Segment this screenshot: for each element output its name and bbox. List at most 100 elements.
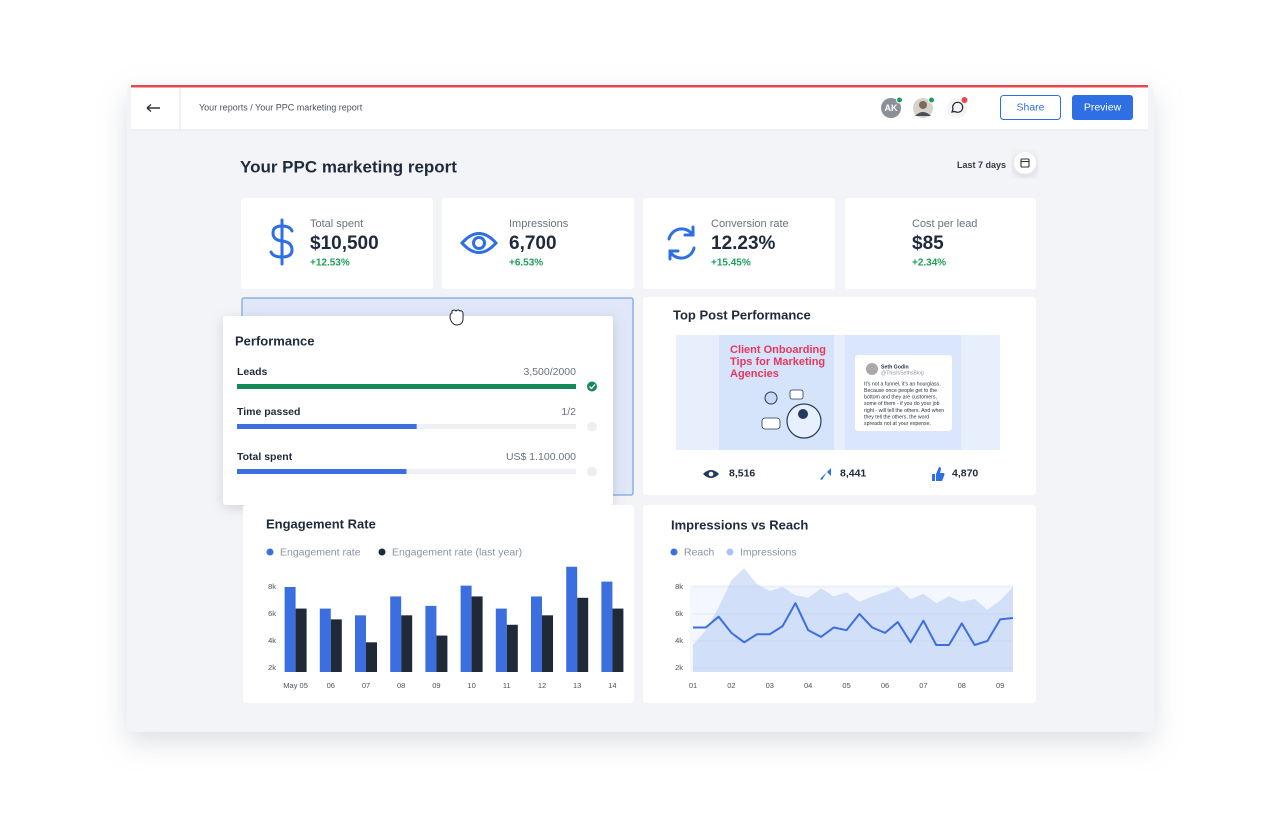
refresh-icon [667, 225, 696, 261]
kpi-value: 12.23% [711, 233, 776, 254]
performance-card[interactable] [223, 316, 613, 505]
eye-icon [459, 232, 499, 254]
preview-button[interactable] [1072, 95, 1133, 120]
x-tick-label: 02 [727, 681, 735, 690]
quote-avatar [866, 363, 878, 375]
status-icon [587, 466, 597, 477]
kpi-card [442, 198, 634, 289]
image-title: Client Onboarding [730, 344, 826, 356]
x-tick-label: 04 [804, 681, 812, 690]
comments-button[interactable] [947, 98, 967, 118]
image-title: Tips for Marketing [730, 356, 825, 368]
performance-title: Performance [235, 333, 314, 348]
kpi-card [845, 198, 1036, 289]
kpi-value: $10,500 [310, 233, 379, 254]
x-tick-label: May 05 [283, 681, 308, 690]
bar [330, 619, 342, 672]
progress-bar [237, 424, 417, 429]
bar [542, 615, 553, 672]
quote-line: some of them - if you do your job [864, 401, 940, 407]
row-label: Leads [237, 366, 268, 378]
quote-card [855, 355, 952, 431]
quote-handle: @ThisIsSethsBlog [881, 370, 924, 376]
illustration [798, 409, 808, 419]
stat-icons [703, 467, 945, 481]
avatar-head [919, 101, 927, 109]
kpi-label: Cost per lead [912, 218, 977, 230]
kpi-card [241, 198, 433, 289]
x-tick-label: 09 [996, 681, 1004, 690]
image-title: Agencies [730, 368, 779, 380]
quote-line: right - will tell the others. And when [864, 408, 944, 414]
dollar-icon [269, 218, 294, 266]
legend-label: Engagement rate [280, 546, 361, 558]
bar [601, 581, 613, 672]
post-stat: 8,441 [840, 467, 866, 479]
legend-swatch [378, 548, 386, 556]
x-tick-label: 08 [958, 681, 966, 690]
bar [366, 642, 377, 672]
accent-line [131, 85, 1148, 88]
avatar[interactable] [881, 98, 901, 118]
breadcrumb[interactable]: Your reports / Your PPC marketing report [199, 102, 363, 112]
quote-line: It's not a funnel, it's an hourglass. [864, 381, 941, 387]
kpi-change: +15.45% [711, 258, 751, 269]
legend-swatch [266, 548, 274, 556]
x-tick-label: 05 [842, 681, 850, 690]
y-tick-label: 6k [268, 609, 276, 618]
post-stat: 4,870 [952, 467, 978, 479]
x-tick-label: 01 [689, 681, 697, 690]
kpi-label: Total spent [310, 218, 363, 230]
avatar-body [915, 112, 931, 116]
bar [506, 624, 518, 672]
y-tick-label: 6k [675, 609, 683, 618]
date-range[interactable]: Last 7 days [957, 160, 1006, 170]
share-button[interactable] [1000, 95, 1061, 120]
y-tick-label: 8k [268, 582, 276, 591]
status-dot [896, 96, 903, 104]
bar [577, 597, 589, 672]
back-button[interactable] [146, 103, 160, 113]
x-tick-label: 13 [573, 681, 581, 690]
y-tick-label: 4k [268, 636, 276, 645]
calendar-icon [1020, 158, 1030, 168]
row-value: US$ 1.100.000 [506, 451, 576, 463]
x-tick-label: 12 [538, 681, 546, 690]
y-tick-label: 2k [675, 663, 683, 672]
bar [295, 608, 307, 672]
line [693, 602, 1014, 647]
check-mark [589, 384, 596, 390]
grab-cursor [449, 309, 464, 326]
illustration [761, 417, 781, 430]
bar [471, 596, 483, 672]
bar [436, 635, 448, 672]
progress-bar [237, 384, 576, 389]
illustration [786, 403, 822, 439]
x-tick-label: 11 [503, 681, 511, 690]
row-label: Time passed [237, 406, 300, 418]
quote-author: Seth Godin [881, 364, 909, 370]
preview-label: Preview [1084, 101, 1122, 113]
bar [566, 566, 578, 672]
notification-dot [961, 97, 968, 103]
calendar-button[interactable] [1014, 152, 1036, 174]
bar [390, 596, 402, 672]
kpi-value: 6,700 [509, 233, 557, 254]
comment-icon [951, 101, 964, 113]
bar [612, 608, 624, 672]
x-tick-label: 08 [397, 681, 405, 690]
legend-swatch [726, 548, 734, 556]
quote-line: Because once people get to the [864, 388, 937, 394]
legend-label: Engagement rate (last year) [392, 546, 522, 558]
status-icon [587, 381, 597, 392]
top-bar [131, 86, 1148, 130]
illustration [764, 391, 778, 405]
x-tick-label: 03 [766, 681, 774, 690]
progress-bar [237, 469, 407, 474]
share-label: Share [1016, 101, 1044, 113]
quote-line: bottom and they are customers, [864, 395, 937, 401]
x-tick-label: 06 [881, 681, 889, 690]
status-dot [928, 96, 935, 104]
bar [425, 605, 437, 672]
